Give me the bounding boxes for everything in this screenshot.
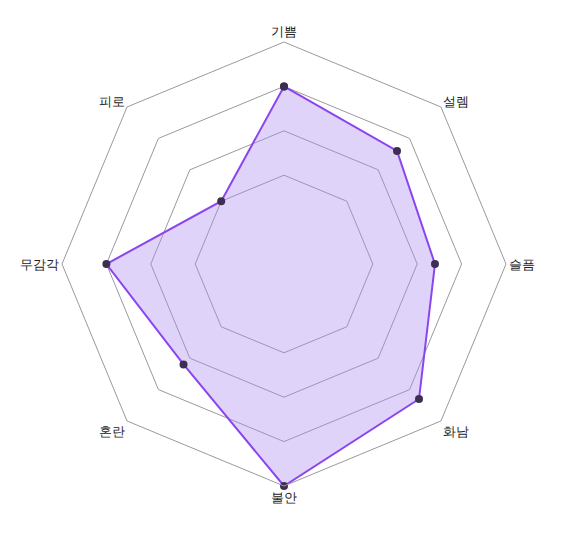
svg-text:피로: 피로	[99, 94, 125, 109]
svg-text:화남: 화남	[443, 424, 469, 439]
svg-text:무감각: 무감각	[20, 257, 59, 272]
svg-text:슬픔: 슬픔	[509, 257, 535, 272]
svg-text:불안: 불안	[271, 490, 297, 505]
svg-text:혼란: 혼란	[99, 424, 125, 439]
svg-text:설렘: 설렘	[443, 94, 469, 109]
svg-text:기쁨: 기쁨	[271, 24, 297, 39]
